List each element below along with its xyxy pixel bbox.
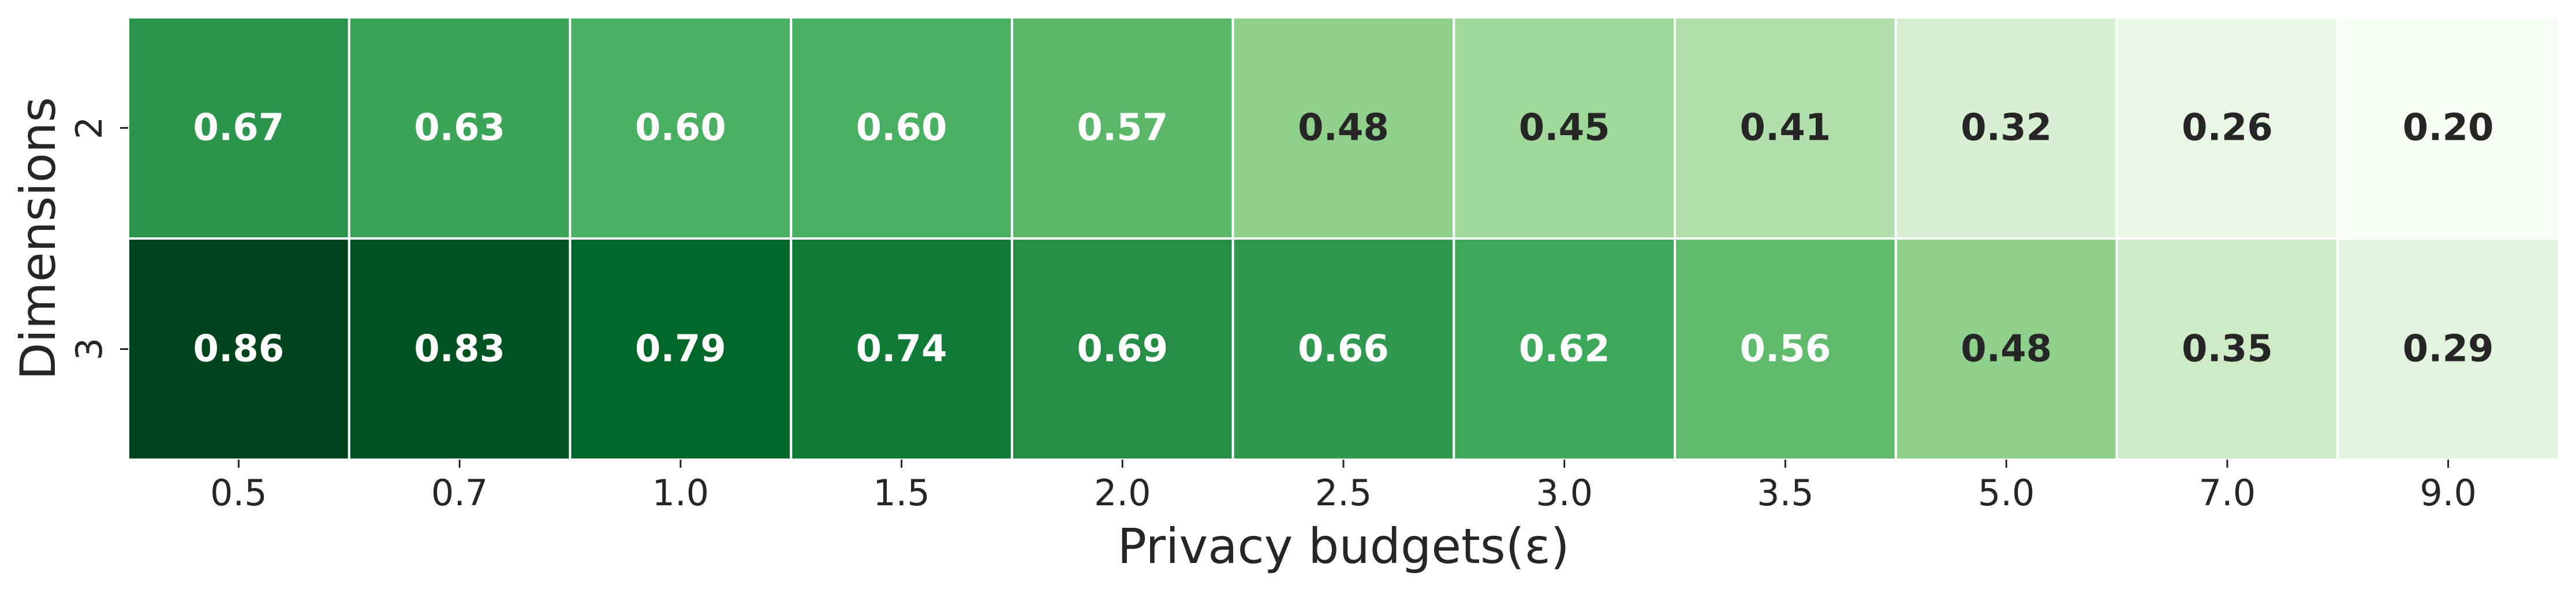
heatmap-cell-2-7.0 bbox=[2115, 16, 2339, 240]
x-tick-label: 3.5 bbox=[1757, 472, 1814, 514]
heatmap-cell-3-7.0 bbox=[2115, 237, 2339, 461]
y-tick-label: 2 bbox=[68, 117, 110, 139]
x-axis-title: Privacy budgets(ε) bbox=[1117, 518, 1569, 575]
heatmap-cells bbox=[127, 16, 2560, 461]
cell-value-label: 0.26 bbox=[2182, 107, 2273, 150]
heatmap-cell-2-1.5 bbox=[790, 16, 1013, 240]
y-axis-title: Dimensions bbox=[10, 97, 66, 380]
x-axis-ticks: 0.5 0.7 1.0 1.5 2.0 2.5 3.0 3.5 5.0 7.0 9.0 bbox=[210, 460, 2477, 514]
x-tick-label: 2.5 bbox=[1315, 472, 1372, 514]
heatmap-cell-3-0.7 bbox=[348, 237, 572, 461]
x-tick-label: 0.5 bbox=[210, 472, 267, 514]
heatmap-cell-labels: 0.67 0.63 0.60 0.60 0.57 0.48 0.45 0.41 0.32 0.26… bbox=[193, 107, 2493, 371]
cell-value-label: 0.35 bbox=[2182, 328, 2273, 371]
cell-value-label: 0.29 bbox=[2403, 328, 2494, 371]
cell-value-label: 0.45 bbox=[1519, 107, 1610, 150]
cell-value-label: 0.32 bbox=[1961, 107, 2052, 150]
x-tick-label: 0.7 bbox=[431, 472, 488, 514]
heatmap-cell-3-5.0 bbox=[1894, 237, 2118, 461]
y-axis-ticks: 23 bbox=[68, 117, 128, 360]
heatmap-cell-3-9.0 bbox=[2336, 237, 2560, 461]
heatmap-cell-3-1.5 bbox=[790, 237, 1013, 461]
heatmap-cell-3-1.0 bbox=[569, 237, 793, 461]
cell-value-label: 0.79 bbox=[635, 328, 726, 371]
cell-value-label: 0.20 bbox=[2403, 107, 2494, 150]
cell-value-label: 0.56 bbox=[1740, 328, 1831, 371]
heatmap-cell-3-3.0 bbox=[1453, 237, 1677, 461]
x-tick-label: 9.0 bbox=[2420, 472, 2477, 514]
y-tick-label: 3 bbox=[68, 338, 110, 360]
cell-value-label: 0.66 bbox=[1298, 328, 1389, 371]
cell-value-label: 0.60 bbox=[856, 107, 947, 150]
cell-value-label: 0.83 bbox=[414, 328, 505, 371]
cell-value-label: 0.48 bbox=[1298, 107, 1389, 150]
x-tick-label: 1.0 bbox=[652, 472, 710, 514]
cell-value-label: 0.57 bbox=[1077, 107, 1168, 150]
heatmap-cell-3-3.5 bbox=[1674, 237, 1897, 461]
cell-value-label: 0.60 bbox=[635, 107, 726, 150]
x-tick-label: 1.5 bbox=[873, 472, 930, 514]
cell-value-label: 0.86 bbox=[193, 328, 284, 371]
x-tick-label: 2.0 bbox=[1094, 472, 1151, 514]
heatmap-cell-2-3.5 bbox=[1674, 16, 1897, 240]
heatmap-cell-3-0.5 bbox=[127, 237, 350, 461]
heatmap-cell-3-2.0 bbox=[1010, 237, 1234, 461]
x-tick-label: 7.0 bbox=[2199, 472, 2256, 514]
cell-value-label: 0.63 bbox=[414, 107, 505, 150]
cell-value-label: 0.41 bbox=[1740, 107, 1831, 150]
heatmap-cell-2-2.5 bbox=[1231, 16, 1455, 240]
cell-value-label: 0.67 bbox=[193, 107, 284, 150]
cell-value-label: 0.48 bbox=[1961, 328, 2052, 371]
heatmap-cell-2-0.7 bbox=[348, 16, 572, 240]
heatmap-cell-3-2.5 bbox=[1231, 237, 1455, 461]
x-tick-label: 3.0 bbox=[1536, 472, 1593, 514]
x-tick-label: 5.0 bbox=[1978, 472, 2035, 514]
cell-value-label: 0.62 bbox=[1519, 328, 1610, 371]
cell-value-label: 0.74 bbox=[856, 328, 947, 371]
heatmap-cell-2-2.0 bbox=[1010, 16, 1234, 240]
heatmap-cell-2-1.0 bbox=[569, 16, 793, 240]
cell-value-label: 0.69 bbox=[1077, 328, 1168, 371]
heatmap-cell-2-0.5 bbox=[127, 16, 350, 240]
heatmap-cell-2-9.0 bbox=[2336, 16, 2560, 240]
